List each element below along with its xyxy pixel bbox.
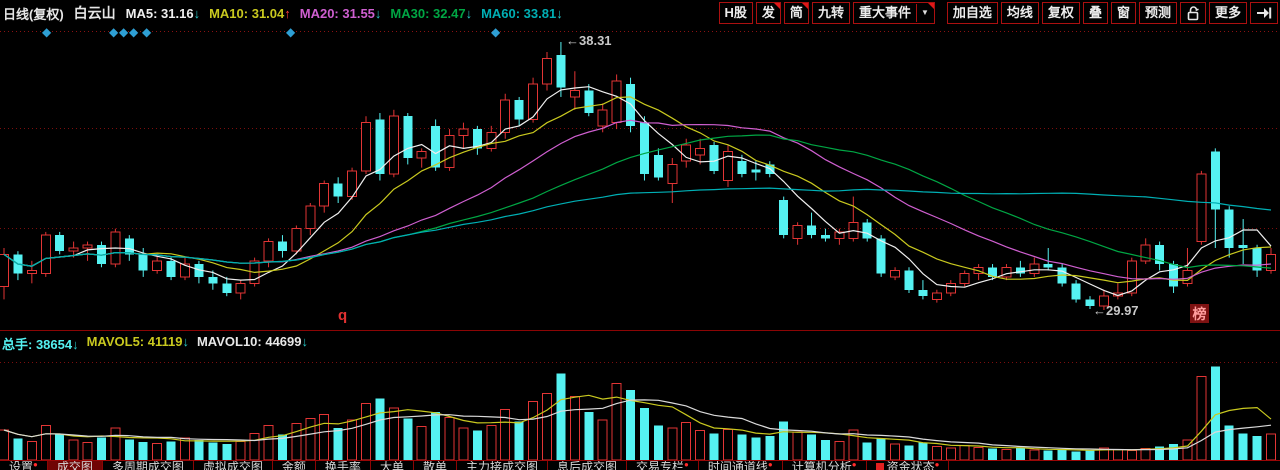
ma-value-label: MA20: 31.55↓ xyxy=(299,5,382,21)
toolbar-button-九转[interactable]: 九转 xyxy=(811,2,850,24)
unlock-icon[interactable] xyxy=(1179,2,1206,24)
bottom-tab-资金状态[interactable]: 资金状态● xyxy=(867,461,950,470)
down-arrow-icon: ↓ xyxy=(556,5,563,21)
down-arrow-icon: ↓ xyxy=(465,5,473,21)
bottom-tab-金额[interactable]: 金额 xyxy=(273,461,316,470)
bottom-tab-时间通道线[interactable]: 时间通道线● xyxy=(699,461,783,470)
notification-dot-icon: ● xyxy=(851,460,857,469)
down-arrow-icon: ↓ xyxy=(374,5,382,21)
corner-flag-icon xyxy=(927,3,934,9)
jump-to-latest-icon[interactable] xyxy=(1250,2,1278,24)
toolbar-button-加自选[interactable]: 加自选 xyxy=(946,2,998,24)
event-diamond-icon: ◆ xyxy=(109,25,119,39)
toolbar-button-复权[interactable]: 复权 xyxy=(1041,2,1080,24)
notification-dot-icon: ● xyxy=(33,460,38,469)
high-price-annotation: ←38.31 xyxy=(566,33,612,48)
event-diamond-icon: ◆ xyxy=(142,25,152,39)
toolbar-button-均线[interactable]: 均线 xyxy=(1000,2,1039,24)
volume-header: 总手: 38654↓ MAVOL5: 41119↓ MAVOL10: 44699↓ xyxy=(2,334,308,353)
corner-flag-icon xyxy=(801,3,808,9)
down-arrow-icon: ↓ xyxy=(182,334,189,349)
notification-dot-icon: ● xyxy=(934,460,940,469)
period-label: 日线(复权) xyxy=(3,6,64,22)
down-arrow-icon: ↓ xyxy=(72,337,79,352)
event-diamond-icon: ◆ xyxy=(129,25,139,39)
bottom-tab-虚拟成交图[interactable]: 虚拟成交图 xyxy=(194,461,273,470)
notification-dot-icon: ● xyxy=(767,460,773,469)
bottom-tab-bar: 设置● 成交图 多周期成交图 虚拟成交图 金额 换手率 大单 散单 主力接成交图 息后成交图 交易专… xyxy=(0,460,1280,470)
ma-value-labels: MA5: 31.16↓ MA10: 31.04↑ MA20: 31.55↓ MA30:… xyxy=(126,6,563,21)
bottom-tab-设置[interactable]: 设置● xyxy=(0,461,48,470)
bottom-tab-成交图[interactable]: 成交图 xyxy=(47,461,103,470)
up-arrow-icon: ↑ xyxy=(284,5,291,21)
volume-value-label: 总手: 38654↓ xyxy=(2,337,79,352)
rank-badge[interactable]: 榜 xyxy=(1190,304,1209,323)
event-diamond-icon: ◆ xyxy=(42,25,52,39)
bottom-tab-换手率[interactable]: 换手率 xyxy=(316,461,371,470)
down-arrow-icon: ↓ xyxy=(193,5,201,21)
toolbar-button-发[interactable]: 发 xyxy=(755,2,781,24)
ma-value-label: MA10: 31.04↑ xyxy=(209,5,291,21)
header-buttons: H股发简九转 重大事件 ▼ 加自选 均线 复权叠窗预测 更多 xyxy=(718,2,1280,24)
ma-value-label: MA5: 31.16↓ xyxy=(125,5,201,21)
toolbar-button-H股[interactable]: H股 xyxy=(718,2,753,24)
ma-value-label: MA30: 32.47↓ xyxy=(390,5,473,21)
ex-rights-q-marker: q xyxy=(338,307,348,324)
corner-flag-icon xyxy=(773,3,780,9)
toolbar-button-叠[interactable]: 叠 xyxy=(1082,2,1108,24)
volume-value-label: MAVOL10: 44699↓ xyxy=(196,334,309,349)
chevron-down-icon[interactable]: ▼ xyxy=(915,4,929,22)
volume-value-label: MAVOL5: 41119↓ xyxy=(86,334,189,349)
toolbar-button-简[interactable]: 简 xyxy=(783,2,809,24)
event-diamond-icon: ◆ xyxy=(286,25,296,39)
toolbar-button-重大事件[interactable]: 重大事件 ▼ xyxy=(852,2,935,24)
bottom-tab-息后成交图[interactable]: 息后成交图 xyxy=(548,461,627,470)
bottom-tab-主力接成交图[interactable]: 主力接成交图 xyxy=(457,461,548,470)
bottom-tab-计算机分析[interactable]: 计算机分析● xyxy=(783,461,867,470)
header-left: 日线(复权) 白云山 MA5: 31.16↓ MA10: 31.04↑ MA20: … xyxy=(0,3,563,23)
ma-value-label: MA60: 33.81↓ xyxy=(481,5,563,21)
event-diamond-icon: ◆ xyxy=(491,25,501,39)
header-toolbar: 日线(复权) 白云山 MA5: 31.16↓ MA10: 31.04↑ MA20: … xyxy=(0,0,1280,26)
toolbar-button-窗[interactable]: 窗 xyxy=(1110,2,1136,24)
bottom-tab-散单[interactable]: 散单 xyxy=(414,461,457,470)
bottom-tab-大单[interactable]: 大单 xyxy=(371,461,414,470)
toolbar-button-预测[interactable]: 预测 xyxy=(1138,2,1177,24)
bottom-tab-多周期成交图[interactable]: 多周期成交图 xyxy=(103,461,194,470)
notification-dot-icon: ● xyxy=(684,460,689,469)
down-arrow-icon: ↓ xyxy=(301,334,309,349)
red-square-icon xyxy=(875,463,884,470)
stock-name: 白云山 xyxy=(73,5,116,21)
low-price-annotation: ←29.97 xyxy=(1093,303,1139,318)
bottom-tab-交易专栏[interactable]: 交易专栏● xyxy=(627,461,699,470)
event-diamond-icon: ◆ xyxy=(119,25,129,39)
toolbar-button-更多[interactable]: 更多 xyxy=(1208,2,1247,24)
